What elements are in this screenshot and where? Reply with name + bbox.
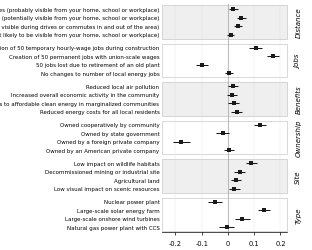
Text: Type: Type — [295, 206, 301, 223]
Bar — [162, 6, 287, 40]
X-axis label: Estimated AMCE: Estimated AMCE — [193, 249, 256, 250]
Bar — [162, 198, 287, 232]
Text: Distance: Distance — [295, 8, 301, 38]
Text: Ownership: Ownership — [295, 119, 301, 156]
Text: Site: Site — [295, 170, 301, 183]
Bar — [162, 44, 287, 78]
Text: Jobs: Jobs — [295, 54, 301, 68]
Bar — [162, 83, 287, 116]
Bar — [162, 160, 287, 193]
Bar — [162, 121, 287, 155]
Text: Benefits: Benefits — [295, 85, 301, 114]
